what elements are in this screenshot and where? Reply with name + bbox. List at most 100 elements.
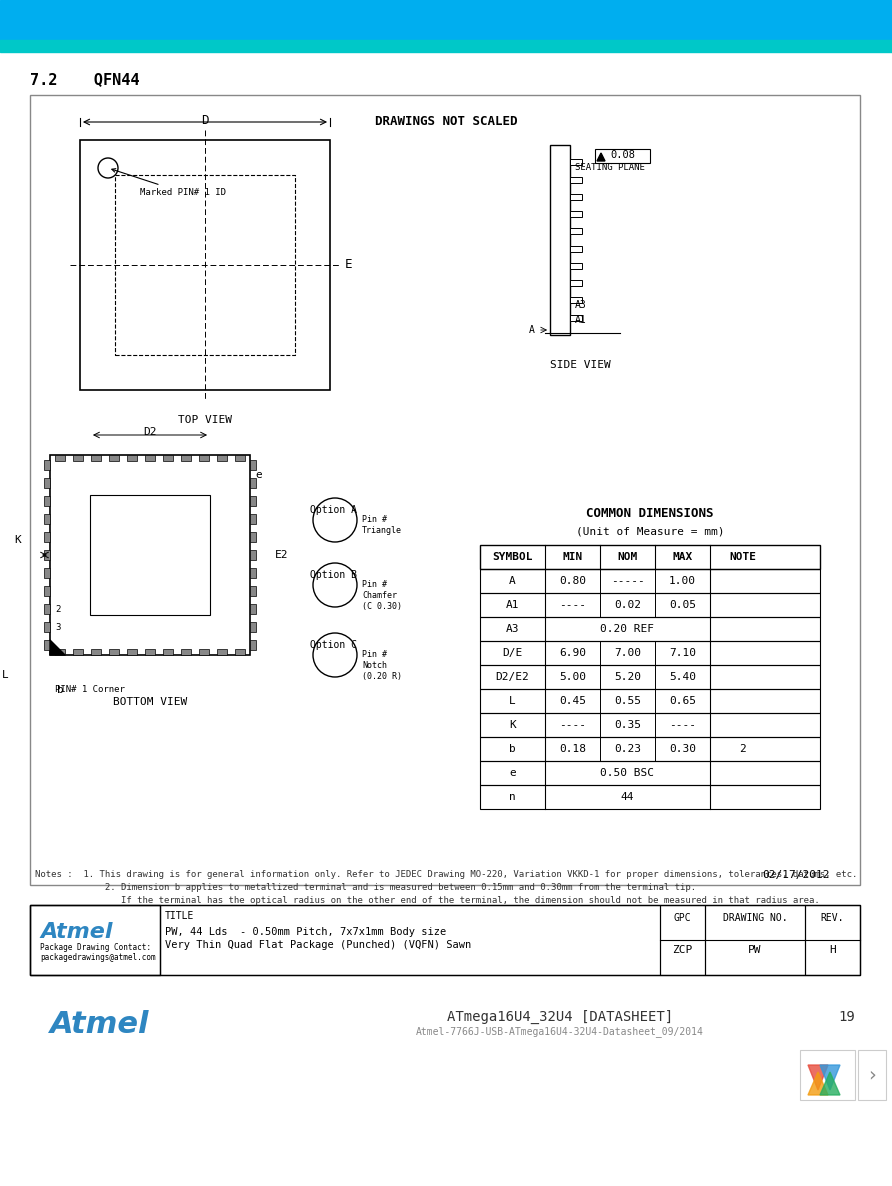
Bar [570, 211, 582, 217]
Bar [115, 176, 295, 355]
Text: ATmega16U4_32U4 [DATASHEET]: ATmega16U4_32U4 [DATASHEET] [447, 1010, 673, 1025]
Bar [44, 621, 50, 632]
Text: 3: 3 [55, 623, 61, 631]
Text: 02/17/2012: 02/17/2012 [763, 871, 830, 880]
Text: SYMBOL: SYMBOL [492, 551, 533, 562]
Polygon shape [820, 1072, 840, 1095]
Bar [250, 514, 256, 524]
Text: GPC: GPC [673, 913, 691, 923]
Bar [55, 649, 65, 655]
Text: SEATING PLANE: SEATING PLANE [575, 162, 645, 172]
Text: Very Thin Quad Flat Package (Punched) (VQFN) Sawn: Very Thin Quad Flat Package (Punched) (V… [165, 940, 471, 950]
Bar [480, 593, 820, 617]
Text: E: E [345, 259, 352, 272]
Bar [73, 455, 83, 461]
Polygon shape [597, 153, 605, 161]
Bar [90, 495, 210, 616]
Text: Package Drawing Contact:: Package Drawing Contact: [40, 944, 151, 952]
Text: PIN# 1 Corner: PIN# 1 Corner [55, 686, 125, 694]
Text: n: n [509, 792, 516, 802]
Text: 0.08: 0.08 [610, 149, 635, 160]
Text: -----: ----- [611, 576, 644, 586]
Bar [250, 604, 256, 614]
Text: 0.18: 0.18 [559, 744, 586, 754]
Bar [705, 905, 805, 975]
Text: Atmel-7766J-USB-ATmega16U4-32U4-Datasheet_09/2014: Atmel-7766J-USB-ATmega16U4-32U4-Datashee… [416, 1026, 704, 1037]
Text: If the terminal has the optical radius on the other end of the terminal, the dim: If the terminal has the optical radius o… [35, 895, 820, 905]
Bar [73, 649, 83, 655]
Text: 2. Dimension b applies to metallized terminal and is measured between 0.15mm and: 2. Dimension b applies to metallized ter… [35, 884, 696, 892]
Text: DRAWING NO.: DRAWING NO. [723, 913, 788, 923]
Bar [250, 533, 256, 542]
Bar [160, 905, 660, 975]
Text: A: A [509, 576, 516, 586]
Text: L: L [509, 696, 516, 706]
Text: ZCP: ZCP [673, 945, 692, 955]
Bar [0, 40, 892, 52]
Text: b: b [56, 686, 63, 695]
Bar [55, 455, 65, 461]
Text: 0.02: 0.02 [614, 600, 641, 610]
Bar [91, 649, 101, 655]
Bar [30, 95, 860, 885]
Text: MIN: MIN [562, 551, 582, 562]
Text: Marked PIN# 1 ID: Marked PIN# 1 ID [112, 168, 226, 197]
Text: ----: ---- [559, 720, 586, 731]
Bar [570, 246, 582, 251]
Text: 0.05: 0.05 [669, 600, 696, 610]
Text: D2: D2 [144, 427, 157, 436]
Text: Pin #
Chamfer
(C 0.30): Pin # Chamfer (C 0.30) [362, 580, 402, 611]
Text: A1: A1 [506, 600, 519, 610]
Text: (Unit of Measure = mm): (Unit of Measure = mm) [575, 527, 724, 537]
Bar [44, 550, 50, 560]
Text: TOP VIEW: TOP VIEW [178, 415, 232, 425]
Text: 5.00: 5.00 [559, 672, 586, 682]
Bar [480, 761, 820, 785]
Text: 0.55: 0.55 [614, 696, 641, 706]
Text: SIDE VIEW: SIDE VIEW [549, 361, 610, 370]
Text: Option A: Option A [310, 505, 357, 515]
Bar [250, 621, 256, 632]
Text: 0.20 REF: 0.20 REF [600, 624, 655, 635]
Text: PW, 44 Lds  - 0.50mm Pitch, 7x7x1mm Body size: PW, 44 Lds - 0.50mm Pitch, 7x7x1mm Body … [165, 927, 446, 937]
Text: K: K [14, 535, 21, 546]
Text: 7.00: 7.00 [614, 648, 641, 658]
Bar [109, 649, 119, 655]
Text: 0.35: 0.35 [614, 720, 641, 731]
Text: REV.: REV. [821, 913, 844, 923]
Text: Pin #
Triangle: Pin # Triangle [362, 515, 402, 535]
Bar [44, 496, 50, 506]
Text: Option B: Option B [310, 570, 357, 580]
Bar [660, 905, 705, 975]
Bar [480, 713, 820, 737]
Bar [44, 568, 50, 578]
Circle shape [313, 633, 357, 677]
Text: 0.50 BSC: 0.50 BSC [600, 769, 655, 778]
Bar [44, 478, 50, 487]
Bar [250, 640, 256, 650]
Text: 0.80: 0.80 [559, 576, 586, 586]
Text: 5.40: 5.40 [669, 672, 696, 682]
Bar [858, 1050, 886, 1099]
Text: b: b [509, 744, 516, 754]
Text: PW: PW [748, 945, 762, 955]
Text: DRAWINGS NOT SCALED: DRAWINGS NOT SCALED [375, 115, 517, 128]
Text: 0.30: 0.30 [669, 744, 696, 754]
Bar [199, 455, 209, 461]
Bar [480, 546, 820, 569]
Bar [570, 159, 582, 165]
Bar [570, 314, 582, 320]
Text: 2: 2 [55, 605, 61, 613]
Text: Notes :  1. This drawing is for general information only. Refer to JEDEC Drawing: Notes : 1. This drawing is for general i… [35, 871, 857, 879]
Bar [570, 229, 582, 235]
Bar [44, 640, 50, 650]
Bar [595, 149, 650, 162]
Bar [480, 785, 820, 809]
Bar [44, 586, 50, 597]
Text: 44: 44 [621, 792, 634, 802]
Text: D2/E2: D2/E2 [496, 672, 529, 682]
Polygon shape [50, 640, 65, 655]
Text: 7.10: 7.10 [669, 648, 696, 658]
Text: ----: ---- [669, 720, 696, 731]
Bar [250, 496, 256, 506]
